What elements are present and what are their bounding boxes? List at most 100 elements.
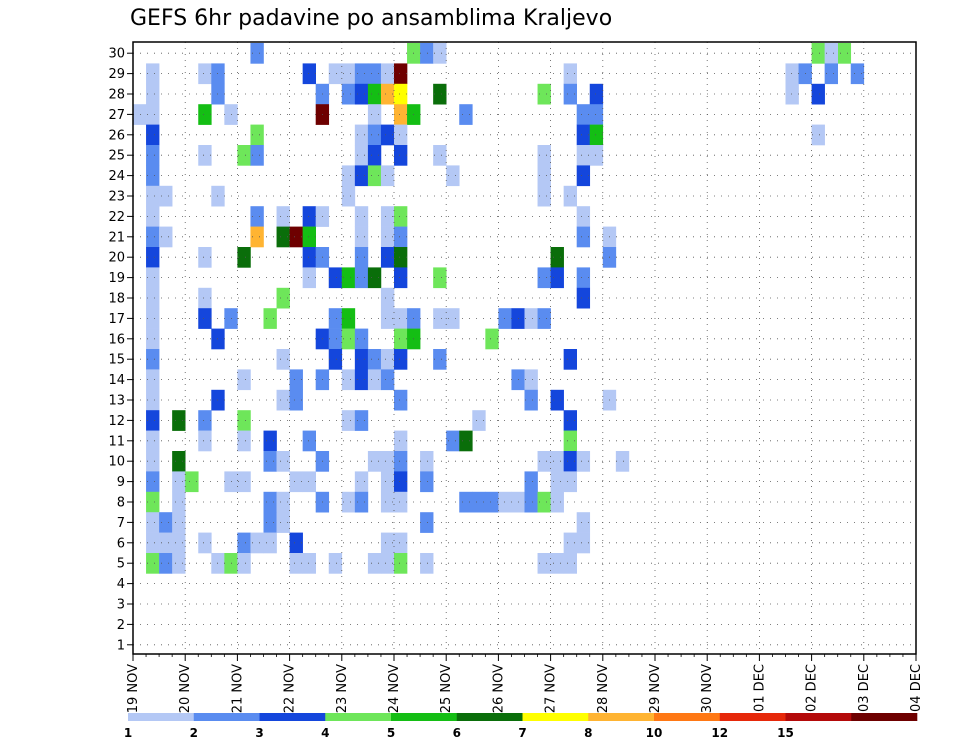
heatmap-cell bbox=[328, 308, 343, 329]
heatmap-cell bbox=[380, 206, 395, 227]
heatmap-cell bbox=[172, 451, 186, 472]
heatmap-cell bbox=[263, 451, 277, 472]
colorbar-tick-label: 2 bbox=[190, 726, 198, 740]
heatmap-cell bbox=[850, 63, 865, 85]
heatmap-cell bbox=[446, 165, 460, 187]
heatmap-cell bbox=[237, 145, 251, 166]
heatmap-cell bbox=[328, 328, 343, 350]
heatmap-cell bbox=[146, 491, 160, 513]
heatmap-cell bbox=[250, 43, 264, 64]
heatmap-cell bbox=[824, 63, 838, 85]
heatmap-cell bbox=[563, 83, 577, 105]
y-tick-label: 8 bbox=[117, 496, 125, 511]
heatmap-cell bbox=[537, 267, 551, 289]
heatmap-cell bbox=[367, 349, 382, 370]
heatmap-cell bbox=[811, 124, 825, 146]
heatmap-cell bbox=[276, 206, 290, 227]
colorbar-swatch bbox=[325, 713, 392, 721]
heatmap-cell bbox=[563, 553, 577, 574]
heatmap-cell bbox=[420, 451, 434, 472]
heatmap-cell bbox=[537, 165, 551, 187]
heatmap-cell bbox=[302, 206, 316, 227]
heatmap-cell bbox=[146, 124, 160, 146]
heatmap-cell bbox=[133, 104, 147, 125]
heatmap-cell bbox=[537, 451, 551, 472]
heatmap-cell bbox=[498, 308, 512, 329]
heatmap-cell bbox=[563, 532, 577, 554]
heatmap-cell bbox=[472, 410, 486, 431]
y-tick-label: 22 bbox=[108, 210, 125, 225]
heatmap-cell bbox=[250, 145, 264, 166]
colorbar-swatch bbox=[456, 713, 523, 721]
heatmap-cells bbox=[133, 43, 865, 574]
heatmap-cell bbox=[237, 369, 251, 391]
x-tick-label: 24 NOV bbox=[387, 664, 402, 713]
y-tick-label: 18 bbox=[108, 292, 125, 307]
heatmap-cell bbox=[250, 226, 264, 248]
heatmap-cell bbox=[146, 206, 160, 227]
heatmap-cell bbox=[276, 349, 290, 370]
colorbar-swatch bbox=[391, 713, 458, 721]
heatmap-cell bbox=[367, 369, 382, 391]
heatmap-cell bbox=[576, 287, 591, 309]
heatmap-cell bbox=[563, 471, 577, 493]
heatmap-cell bbox=[354, 145, 369, 166]
heatmap-cell bbox=[341, 63, 356, 85]
heatmap-cell bbox=[563, 349, 577, 370]
heatmap-cell bbox=[263, 491, 277, 513]
heatmap-cell bbox=[433, 83, 447, 105]
y-tick-label: 2 bbox=[117, 618, 125, 633]
x-tick-label: 29 NOV bbox=[648, 664, 663, 713]
heatmap-cell bbox=[146, 553, 160, 574]
heatmap-cell bbox=[198, 63, 212, 85]
heatmap-cell bbox=[237, 410, 251, 431]
heatmap-cell bbox=[537, 491, 551, 513]
colorbar-tick-label: 7 bbox=[518, 726, 526, 740]
y-tick-label: 27 bbox=[108, 108, 125, 123]
heatmap-cell bbox=[433, 349, 447, 370]
heatmap-cell bbox=[146, 83, 160, 105]
heatmap-cell bbox=[146, 63, 160, 85]
heatmap-cell bbox=[550, 471, 564, 493]
colorbar-tick-label: 1 bbox=[124, 726, 132, 740]
heatmap-cell bbox=[785, 83, 799, 105]
heatmap-cell bbox=[146, 145, 160, 166]
y-tick-label: 29 bbox=[108, 67, 125, 82]
heatmap-cell bbox=[146, 471, 160, 493]
heatmap-cell bbox=[420, 512, 434, 533]
heatmap-cell bbox=[146, 247, 160, 268]
heatmap-cell bbox=[250, 124, 264, 146]
colorbar-tick-label: 15 bbox=[777, 726, 794, 740]
heatmap-cell bbox=[341, 410, 356, 431]
heatmap-cell bbox=[537, 308, 551, 329]
heatmap-cell bbox=[302, 267, 316, 289]
y-tick-label: 19 bbox=[108, 271, 125, 286]
x-tick-label: 20 NOV bbox=[178, 664, 193, 713]
heatmap-cell bbox=[276, 389, 290, 411]
y-tick-label: 9 bbox=[117, 475, 125, 490]
heatmap-cell bbox=[380, 369, 395, 391]
y-tick-label: 12 bbox=[108, 414, 125, 429]
heatmap-cell bbox=[146, 267, 160, 289]
heatmap-cell bbox=[237, 553, 251, 574]
heatmap-cell bbox=[328, 63, 343, 85]
y-tick-label: 26 bbox=[108, 128, 125, 143]
heatmap-cell bbox=[576, 165, 591, 187]
x-tick-label: 04 DEC bbox=[909, 664, 924, 712]
heatmap-cell bbox=[198, 104, 212, 125]
colorbar: 1 2 3 4 5 6 7 8 10 12 15 bbox=[124, 713, 918, 740]
x-tick-label: 25 NOV bbox=[439, 664, 454, 713]
x-axis: 19 NOV 20 NOV 21 NOV 22 NOV 23 NOV 24 NOV 25 N… bbox=[126, 654, 924, 713]
heatmap-cell bbox=[472, 491, 486, 513]
y-tick-label: 1 bbox=[117, 638, 125, 653]
heatmap-cell bbox=[550, 553, 564, 574]
heatmap-cell bbox=[146, 287, 160, 309]
colorbar-tick-label: 10 bbox=[646, 726, 663, 740]
heatmap-cell bbox=[394, 328, 408, 350]
heatmap-cell bbox=[263, 308, 277, 329]
heatmap-cell bbox=[289, 532, 303, 554]
heatmap-cell bbox=[276, 491, 290, 513]
heatmap-cell bbox=[380, 308, 395, 329]
colorbar-swatch bbox=[193, 713, 260, 721]
